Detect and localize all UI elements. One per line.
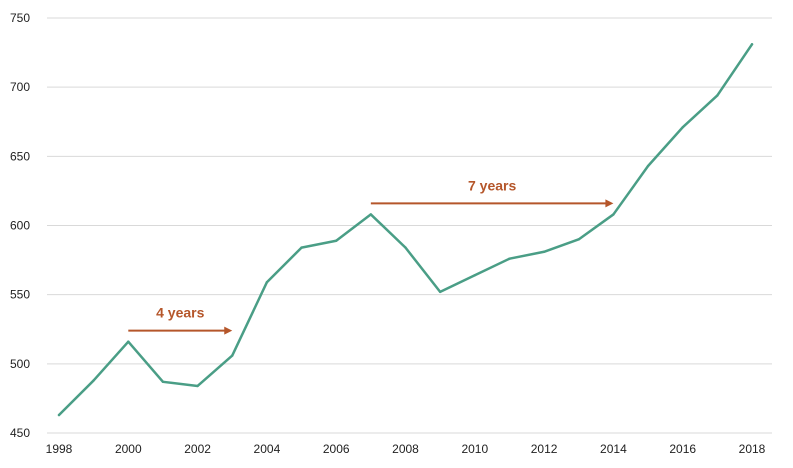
annotations-group: 4 years 7 years [128, 177, 614, 335]
data-point [161, 380, 165, 384]
annotation-arrowhead-icon [224, 326, 233, 335]
annotation-1: 4 years [128, 305, 233, 335]
x-tick-label: 1998 [46, 442, 73, 456]
annotation-2: 7 years [370, 177, 614, 208]
data-point [750, 43, 754, 46]
data-point [612, 213, 615, 216]
series-line [57, 43, 754, 417]
data-point [508, 257, 511, 260]
data-point [681, 126, 684, 129]
data-point [265, 281, 269, 284]
x-tick-label: 2004 [254, 442, 281, 456]
data-point [542, 250, 546, 253]
y-tick-label: 450 [10, 426, 30, 440]
data-point [404, 246, 407, 249]
data-point [300, 246, 303, 249]
data-point [57, 413, 61, 417]
data-point [92, 379, 95, 382]
x-tick-label: 2018 [739, 442, 766, 456]
y-tick-label: 650 [10, 149, 30, 163]
y-tick-label: 750 [10, 11, 30, 25]
data-point [335, 239, 338, 242]
data-point [127, 340, 130, 343]
y-tick-label: 550 [10, 288, 30, 302]
data-point [231, 354, 234, 357]
x-tick-label: 2000 [115, 442, 142, 456]
x-tick-label: 2010 [461, 442, 488, 456]
data-point [438, 290, 442, 294]
data-point [577, 238, 580, 241]
y-axis-tick-labels: 450 500 550 600 650 700 750 [10, 11, 30, 440]
series-group [57, 43, 754, 417]
x-tick-label: 2008 [392, 442, 419, 456]
gridlines [47, 17, 772, 434]
x-tick-label: 2006 [323, 442, 350, 456]
x-tick-label: 2016 [669, 442, 696, 456]
data-point [473, 274, 476, 277]
data-point [716, 94, 719, 97]
data-point [369, 213, 373, 216]
y-tick-label: 500 [10, 357, 30, 371]
y-tick-label: 600 [10, 219, 30, 233]
annotation-arrowhead-icon [605, 199, 614, 208]
annotation-label: 4 years [156, 305, 204, 321]
x-tick-label: 2002 [184, 442, 211, 456]
data-point [646, 164, 650, 168]
annotation-label: 7 years [468, 177, 516, 193]
x-tick-label: 2014 [600, 442, 627, 456]
data-point [196, 384, 199, 388]
y-tick-label: 700 [10, 80, 30, 94]
x-axis-tick-labels: 1998 2000 2002 2004 2006 2008 2010 2012 2014 2016… [46, 442, 766, 456]
x-tick-label: 2012 [531, 442, 558, 456]
